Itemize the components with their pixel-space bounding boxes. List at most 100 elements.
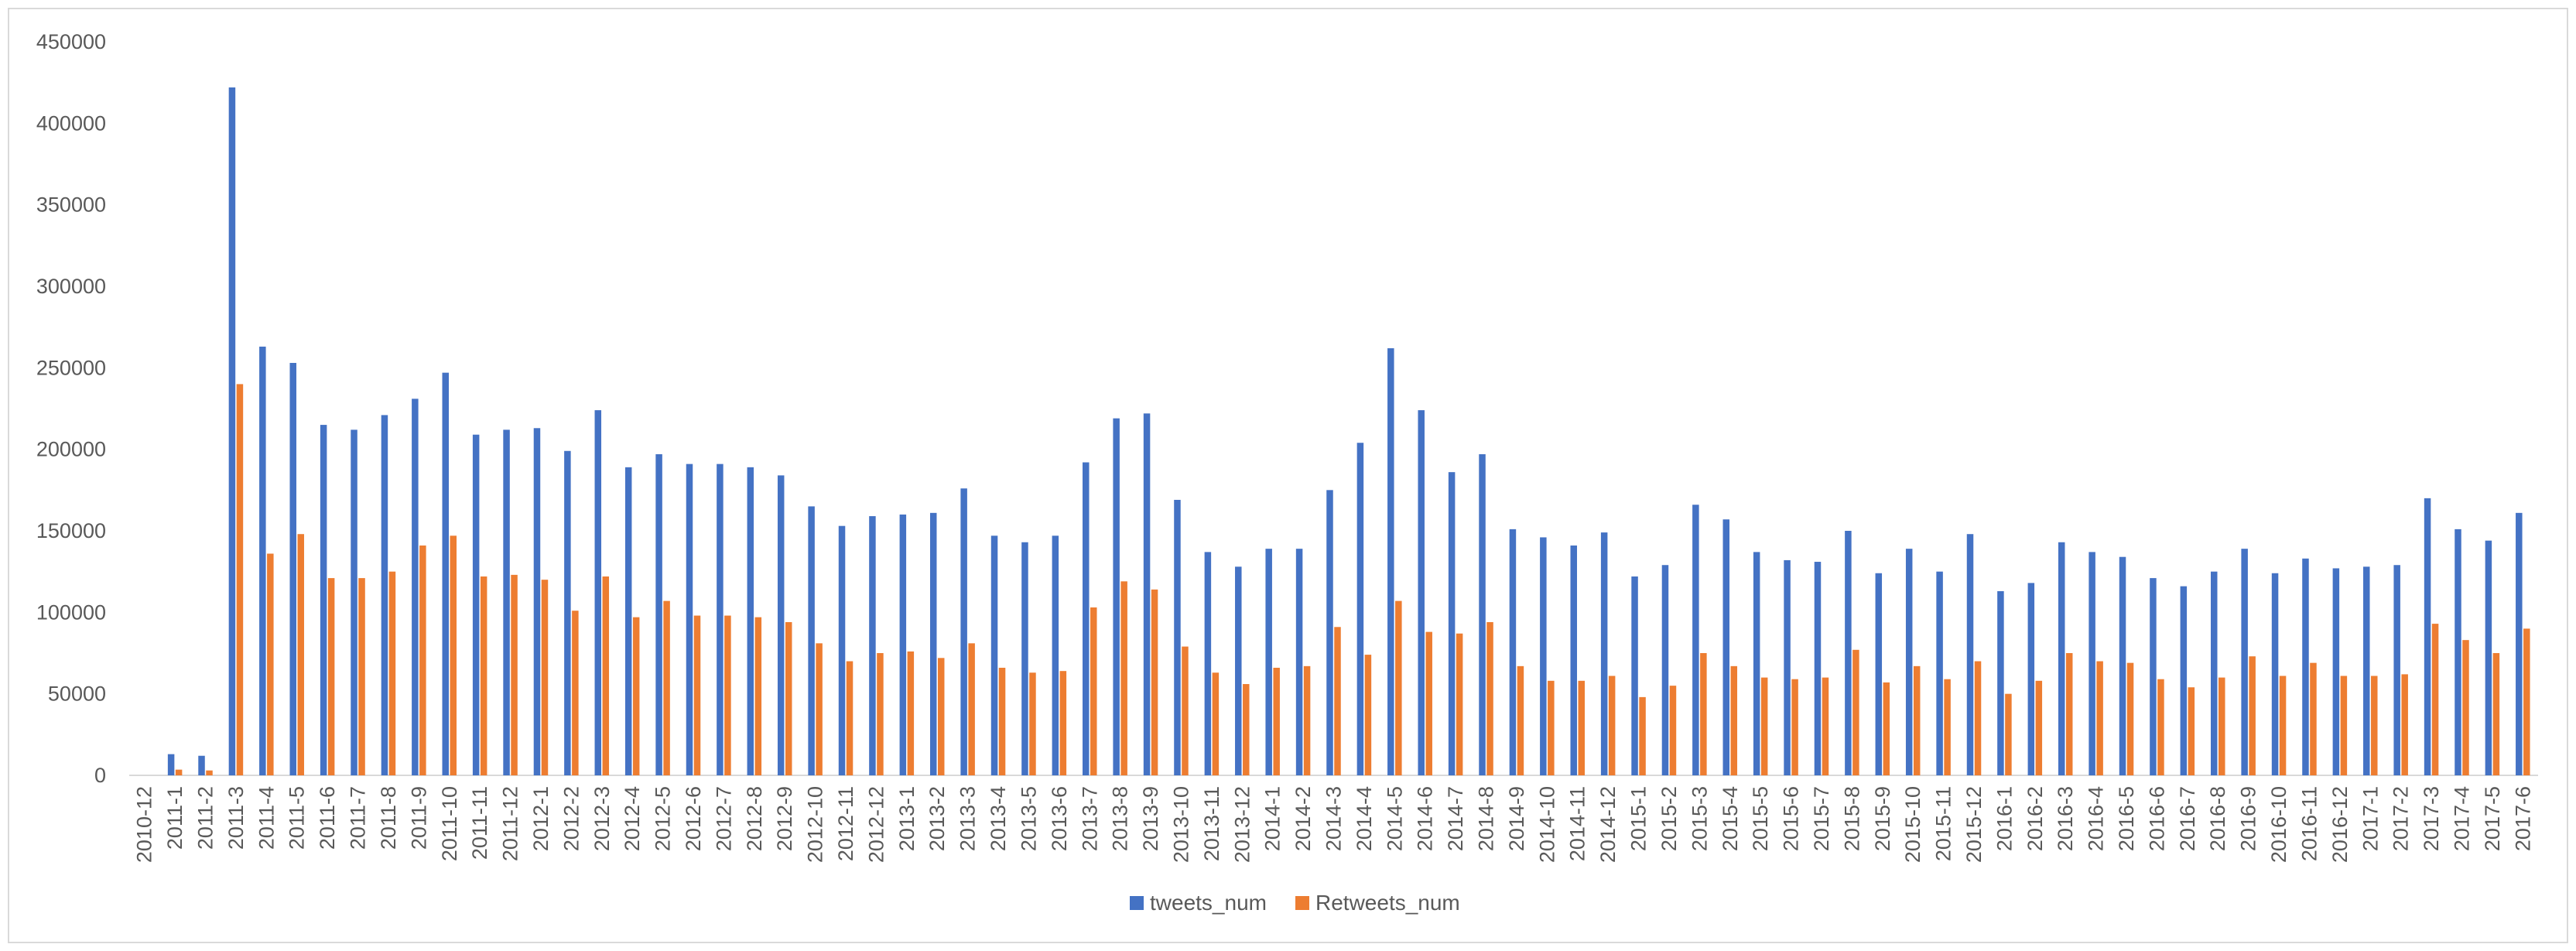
bar-Retweets_num (1120, 581, 1127, 775)
bar-tweets_num (351, 429, 357, 775)
bar-tweets_num (747, 467, 754, 775)
x-tick-label: 2014-1 (1261, 786, 1285, 851)
bar-Retweets_num (1639, 696, 1646, 775)
x-tick-label: 2015-4 (1719, 786, 1742, 851)
bar-tweets_num (1356, 443, 1364, 775)
bar-Retweets_num (480, 576, 487, 775)
x-tick-label: 2014-7 (1444, 786, 1467, 851)
x-tick-label: 2012-4 (621, 786, 644, 851)
bar-tweets_num (533, 428, 541, 775)
bar-tweets_num (1265, 549, 1272, 775)
bar-tweets_num (1448, 472, 1456, 775)
bar-tweets_num (2241, 549, 2248, 775)
bar-Retweets_num (1852, 649, 1859, 775)
bar-tweets_num (198, 755, 205, 775)
bar-Retweets_num (1364, 655, 1372, 775)
x-tick-label: 2013-3 (956, 786, 980, 851)
bar-Retweets_num (1395, 600, 1402, 775)
x-tick-label: 2015-10 (1901, 786, 1924, 863)
y-tick-label: 300000 (36, 275, 106, 298)
x-tick-label: 2015-5 (1749, 786, 1772, 851)
bar-tweets_num (838, 525, 846, 775)
bar-tweets_num (960, 488, 967, 775)
x-tick-label: 2011-12 (499, 786, 522, 861)
bar-Retweets_num (632, 617, 640, 775)
bar-tweets_num (1509, 529, 1517, 775)
bar-tweets_num (2424, 498, 2431, 775)
bar-tweets_num (2211, 571, 2218, 775)
x-tick-label: 2011-2 (194, 786, 217, 850)
bar-Retweets_num (267, 553, 274, 775)
bar-Retweets_num (754, 617, 762, 775)
bar-Retweets_num (541, 580, 549, 775)
bar-tweets_num (2027, 583, 2035, 775)
bar-tweets_num (2393, 565, 2400, 775)
bar-tweets_num (686, 464, 693, 775)
bar-Retweets_num (327, 578, 335, 775)
x-tick-label: 2013-5 (1017, 786, 1040, 851)
x-tick-label: 2017-2 (2390, 786, 2413, 851)
x-tick-label: 2016-10 (2267, 786, 2290, 863)
bar-tweets_num (1631, 576, 1638, 775)
bar-Retweets_num (419, 545, 426, 775)
x-tick-label: 2011-1 (163, 786, 186, 850)
x-tick-label: 2014-10 (1535, 786, 1558, 863)
x-tick-label: 2012-7 (712, 786, 735, 851)
x-tick-label: 2012-2 (559, 786, 583, 851)
bar-Retweets_num (1059, 671, 1067, 775)
bar-tweets_num (1722, 519, 1730, 775)
x-tick-label: 2012-6 (682, 786, 705, 851)
x-tick-label: 2014-12 (1596, 786, 1620, 863)
x-tick-label: 2016-11 (2297, 786, 2321, 861)
bar-tweets_num (1692, 505, 1699, 775)
x-tick-label: 2016-1 (1993, 786, 2016, 851)
bar-tweets_num (990, 535, 998, 775)
x-tick-label: 2016-7 (2176, 786, 2199, 851)
x-tick-label: 2011-8 (377, 786, 400, 850)
y-tick-label: 400000 (36, 111, 106, 135)
x-tick-label: 2013-1 (895, 786, 919, 851)
bar-tweets_num (1204, 552, 1212, 775)
bar-tweets_num (655, 453, 662, 775)
bar-tweets_num (320, 425, 327, 775)
bar-Retweets_num (663, 600, 670, 775)
y-tick-label: 0 (94, 764, 106, 787)
x-tick-label: 2011-11 (468, 786, 491, 860)
bar-Retweets_num (1730, 665, 1738, 775)
bar-Retweets_num (1608, 676, 1616, 775)
x-tick-label: 2016-5 (2115, 786, 2138, 851)
x-tick-label: 2017-1 (2359, 786, 2382, 851)
bar-Retweets_num (1883, 682, 1890, 775)
bar-Retweets_num (1151, 589, 1158, 775)
bar-tweets_num (1600, 532, 1608, 775)
bar-Retweets_num (1913, 665, 1921, 775)
legend-label-tweets_num: tweets_num (1150, 891, 1267, 915)
x-tick-label: 2012-12 (864, 786, 888, 863)
x-tick-label: 2015-9 (1871, 786, 1894, 851)
x-tick-label: 2014-5 (1383, 786, 1406, 851)
x-tick-label: 2016-2 (2024, 786, 2047, 851)
tick-labels: 0 50000 100000 150000 200000 250000 300000 3500… (36, 30, 2534, 863)
bar-tweets_num (1143, 413, 1151, 775)
y-tick-label: 350000 (36, 193, 106, 217)
x-tick-label: 2013-10 (1169, 786, 1192, 863)
y-tick-label: 100000 (36, 600, 106, 624)
bar-Retweets_num (1669, 686, 1677, 775)
x-tick-label: 2016-12 (2328, 786, 2352, 863)
x-tick-label: 2011-6 (316, 786, 339, 850)
bar-chart: 0 50000 100000 150000 200000 250000 300000 3500… (36, 30, 2538, 915)
bar-Retweets_num (2096, 661, 2103, 775)
bar-Retweets_num (998, 667, 1006, 775)
bar-tweets_num (1052, 535, 1059, 775)
bar-Retweets_num (1760, 677, 1768, 775)
x-tick-label: 2013-4 (987, 786, 1010, 851)
x-tick-label: 2016-9 (2237, 786, 2260, 851)
bar-tweets_num (381, 415, 388, 775)
x-tick-label: 2016-6 (2145, 786, 2168, 851)
legend: tweets_num Retweets_num (1130, 891, 1460, 915)
bar-tweets_num (2180, 586, 2188, 775)
bar-Retweets_num (2431, 624, 2439, 775)
legend-swatch-tweets_num (1130, 896, 1144, 910)
legend-label-Retweets_num: Retweets_num (1315, 891, 1460, 915)
x-tick-label: 2014-8 (1475, 786, 1498, 851)
